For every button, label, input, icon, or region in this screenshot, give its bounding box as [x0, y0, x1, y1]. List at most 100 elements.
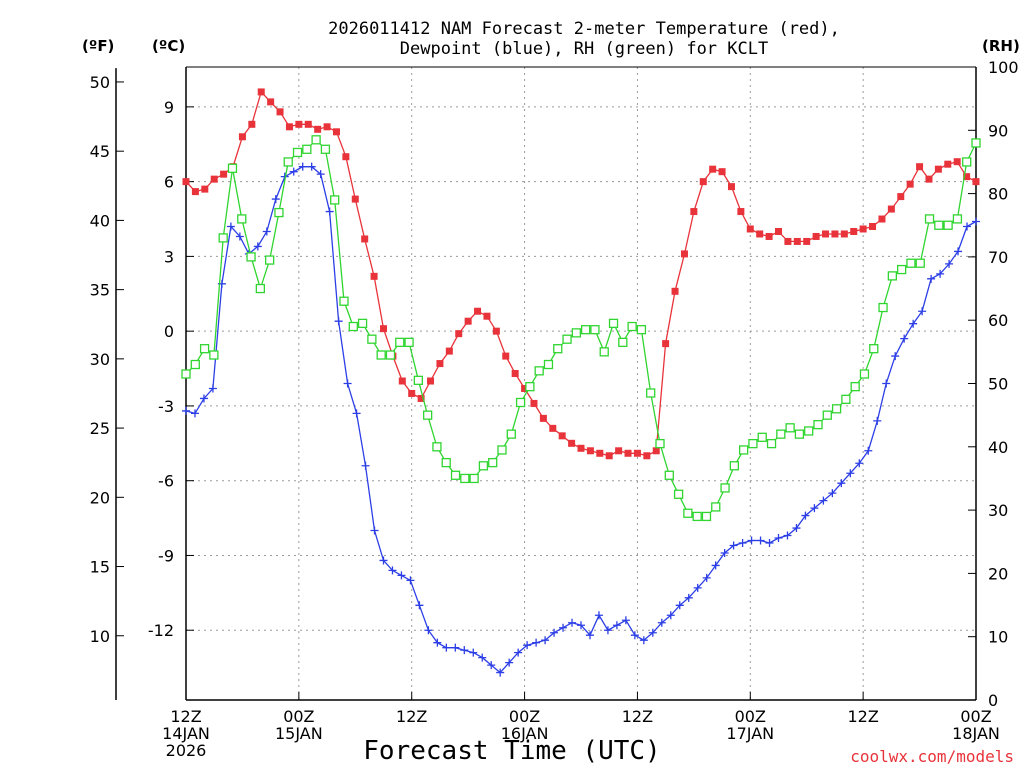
data-point: [887, 271, 898, 281]
rh-tick-label: 90: [988, 121, 1008, 140]
data-point: [692, 511, 702, 522]
data-point: [433, 638, 442, 647]
data-point: [776, 429, 786, 439]
data-point: [209, 350, 219, 360]
fahrenheit-tick-label: 30: [90, 350, 110, 369]
data-point: [492, 327, 500, 335]
x-tick-label: 00Z: [283, 707, 314, 726]
celsius-tick-label: -12: [148, 621, 174, 640]
data-point: [666, 611, 675, 620]
data-point: [596, 449, 604, 457]
data-point: [550, 628, 559, 637]
data-point: [599, 347, 609, 357]
data-point: [201, 185, 209, 193]
data-point: [559, 623, 568, 632]
data-point: [718, 168, 726, 176]
data-point: [515, 397, 526, 408]
fahrenheit-unit-label: (ºF): [82, 37, 114, 55]
data-point: [226, 222, 235, 231]
data-point: [711, 561, 720, 570]
data-point: [580, 325, 591, 335]
x-tick-label: 2026: [166, 741, 207, 760]
data-point: [320, 144, 331, 154]
data-point: [803, 237, 811, 245]
data-point: [585, 631, 594, 640]
data-point: [615, 447, 623, 455]
data-point: [361, 235, 369, 243]
data-point: [693, 583, 702, 592]
data-point: [397, 571, 406, 580]
data-point: [841, 394, 851, 404]
data-point: [488, 457, 498, 468]
data-point: [828, 489, 837, 498]
data-point: [302, 144, 312, 154]
data-point: [746, 225, 754, 233]
rh-tick-label: 80: [988, 185, 1008, 204]
data-point: [906, 258, 916, 268]
data-point: [793, 237, 801, 245]
data-point: [525, 382, 535, 392]
data-point: [774, 534, 783, 543]
data-point: [943, 220, 953, 230]
data-point: [483, 312, 491, 320]
data-point: [235, 232, 244, 241]
data-point: [850, 382, 860, 392]
data-point: [590, 325, 600, 335]
fahrenheit-tick-label: 35: [90, 281, 110, 300]
data-point: [837, 479, 846, 488]
data-point: [370, 272, 378, 280]
x-tick-label: 16JAN: [501, 724, 549, 743]
celsius-tick-label: 6: [164, 173, 174, 192]
data-point: [357, 318, 368, 329]
data-point: [264, 255, 275, 265]
data-point: [469, 473, 479, 484]
data-point: [289, 167, 298, 176]
data-point: [417, 394, 425, 402]
fahrenheit-tick-label: 45: [90, 142, 110, 161]
data-point: [840, 230, 848, 238]
data-point: [370, 526, 379, 535]
data-point: [577, 444, 585, 452]
data-point: [424, 626, 433, 635]
data-point: [624, 449, 632, 457]
data-point: [612, 621, 621, 630]
data-point: [727, 183, 735, 191]
data-point: [267, 98, 275, 106]
data-point: [675, 601, 684, 610]
data-point: [398, 377, 406, 385]
data-point: [351, 195, 359, 203]
data-point: [218, 233, 228, 243]
x-tick-label: 12Z: [170, 707, 201, 726]
data-point: [307, 162, 316, 171]
data-point: [253, 242, 262, 251]
rh-tick-label: 70: [988, 248, 1008, 267]
data-point: [262, 227, 271, 236]
data-point: [924, 214, 935, 224]
data-point: [690, 208, 698, 216]
data-point: [571, 328, 582, 338]
data-point: [455, 330, 463, 338]
data-point: [729, 461, 740, 471]
data-point: [311, 135, 321, 145]
data-point: [972, 178, 980, 186]
data-point: [208, 384, 217, 393]
x-axis-label: Forecast Time (UTC): [363, 736, 660, 766]
data-point: [558, 432, 566, 440]
data-point: [944, 160, 952, 168]
data-point: [934, 165, 942, 173]
data-point: [182, 406, 190, 415]
data-point: [738, 445, 749, 455]
rh-tick-label: 40: [988, 438, 1008, 457]
data-point: [295, 120, 303, 128]
data-point: [385, 350, 396, 360]
data-point: [316, 170, 325, 179]
data-point: [765, 232, 773, 240]
data-point: [897, 193, 905, 201]
tick-labels: 5045403530252015109630-3-6-9-12100908070…: [90, 58, 1019, 760]
data-point: [451, 643, 460, 652]
data-point: [643, 452, 651, 460]
data-point: [404, 337, 414, 348]
data-point: [664, 470, 674, 480]
data-point: [577, 621, 585, 630]
